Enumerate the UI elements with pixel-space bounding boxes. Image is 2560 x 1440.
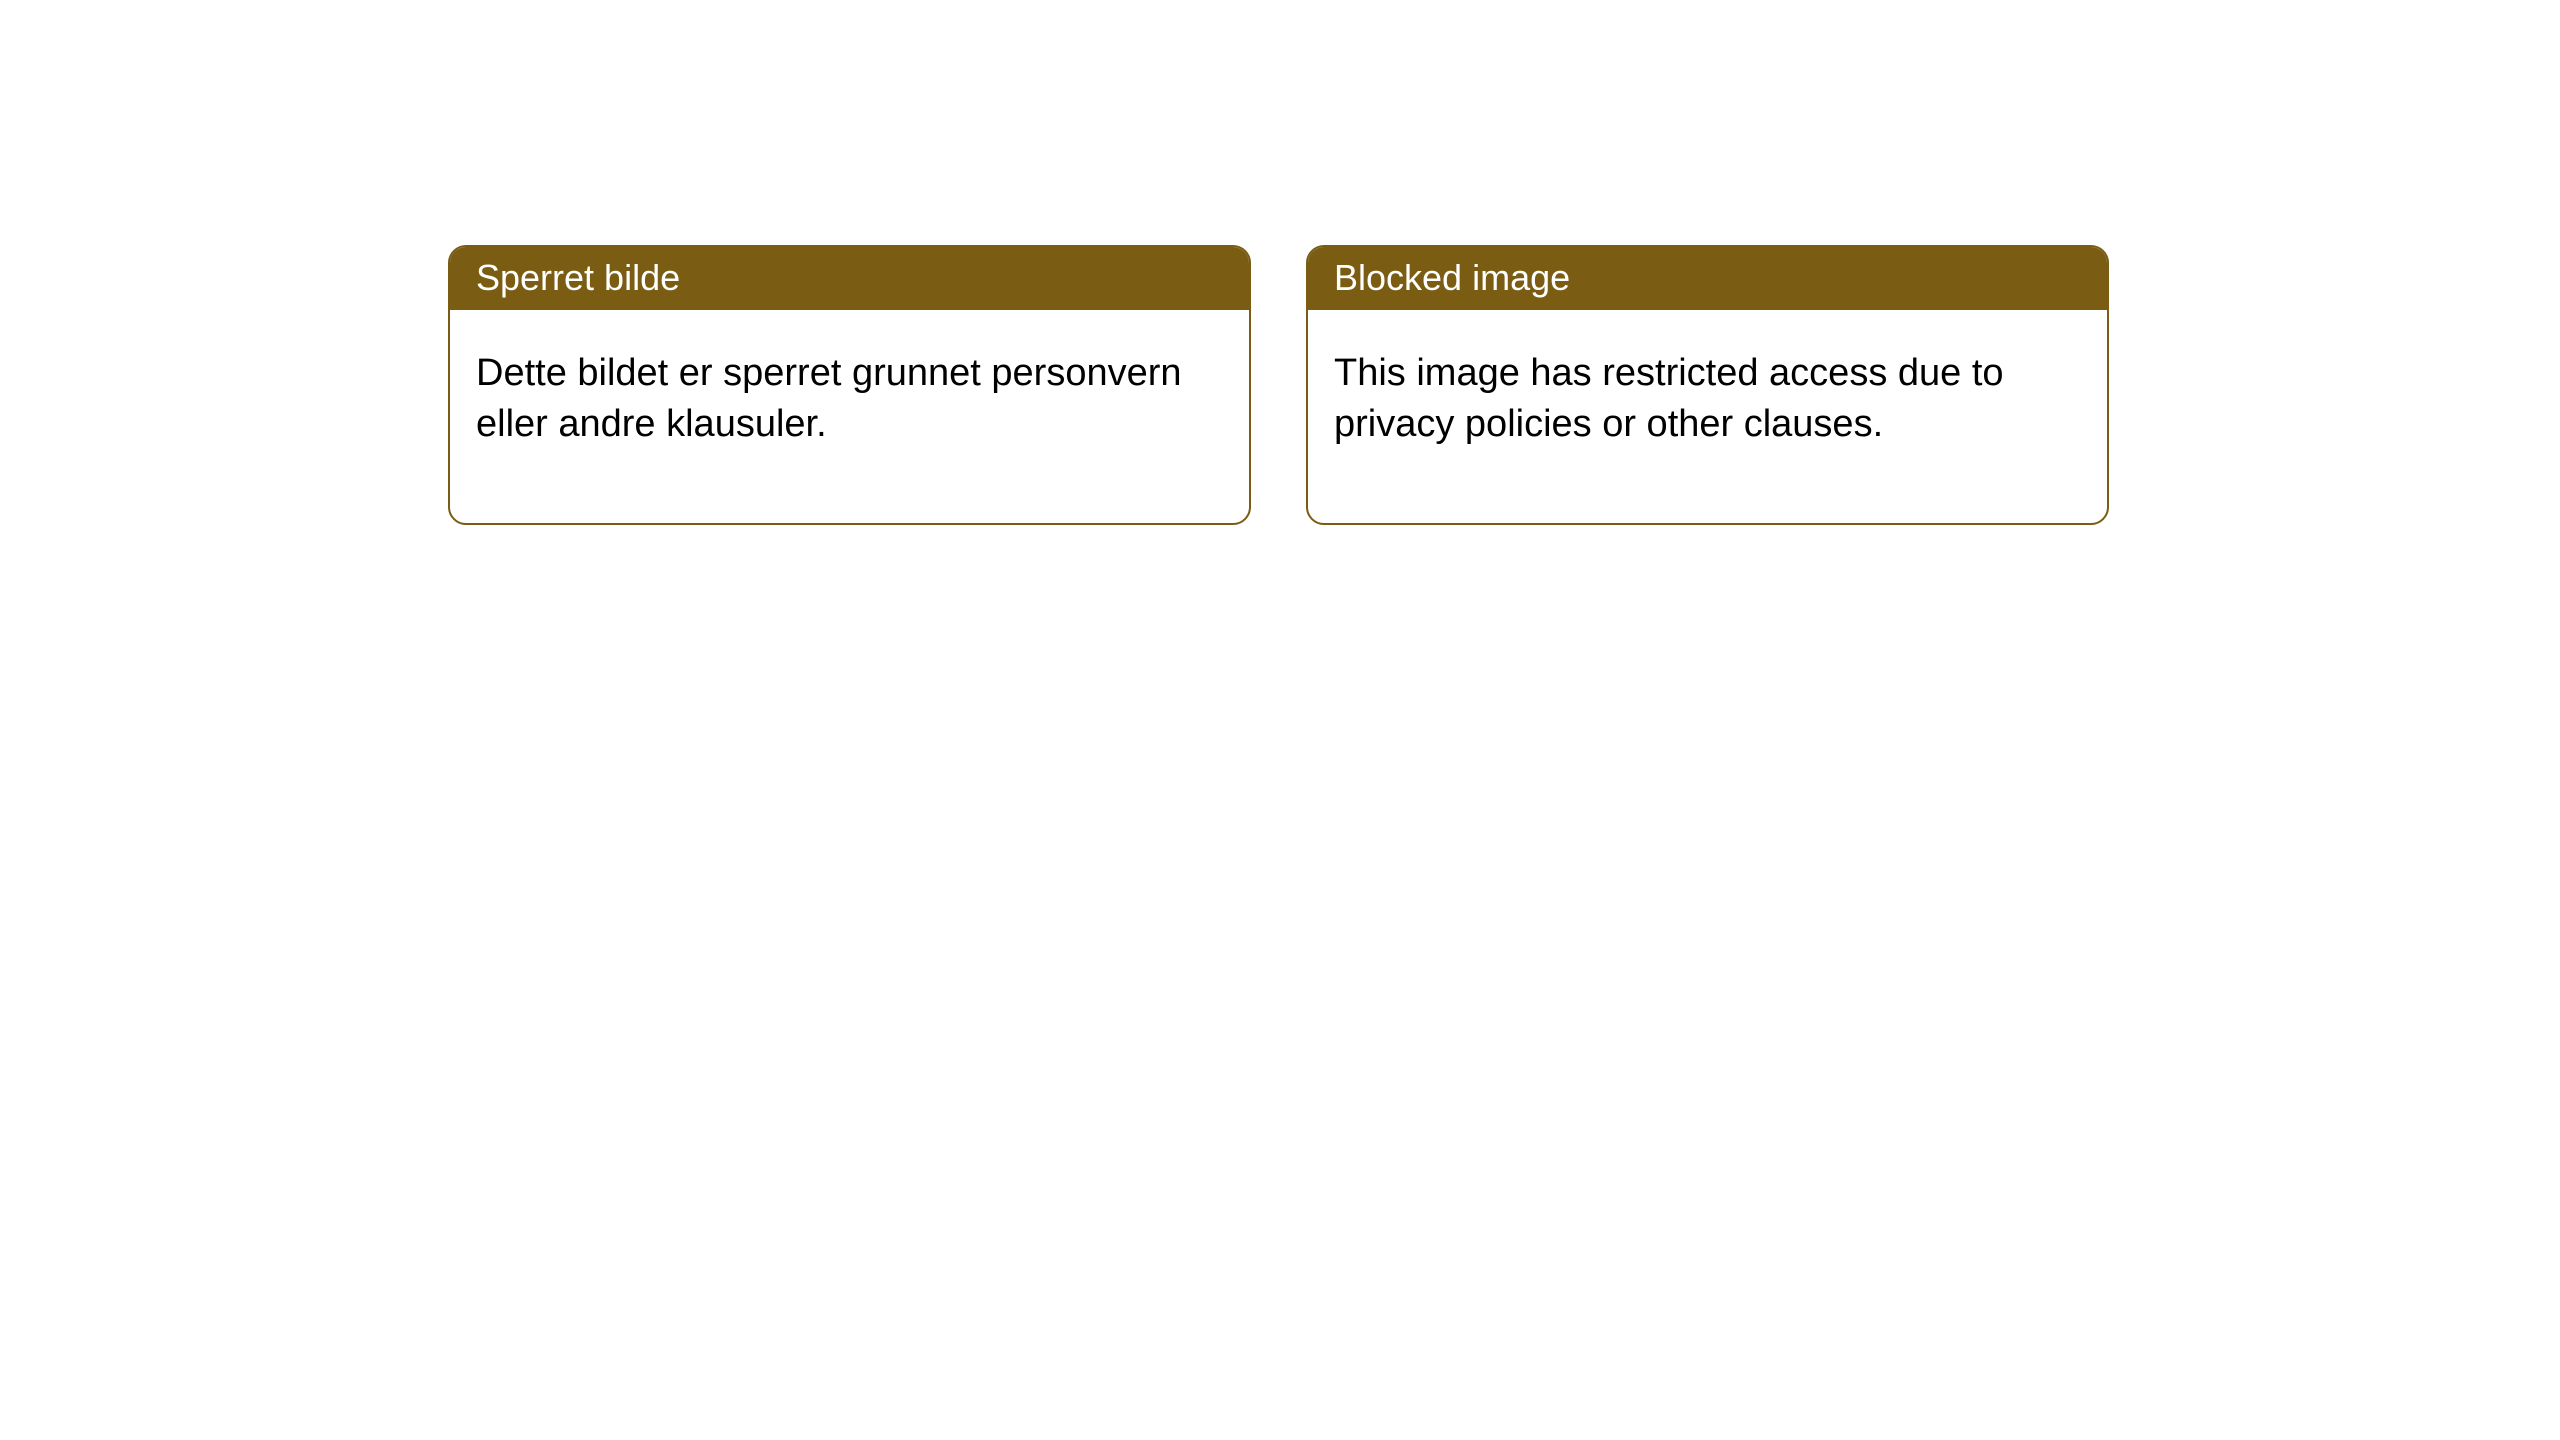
notice-title-english: Blocked image (1334, 257, 1570, 298)
notice-box-norwegian: Sperret bilde Dette bildet er sperret gr… (448, 245, 1251, 525)
notice-box-english: Blocked image This image has restricted … (1306, 245, 2109, 525)
notice-title-norwegian: Sperret bilde (476, 257, 680, 298)
notice-text-english: This image has restricted access due to … (1334, 352, 2004, 445)
notice-header-norwegian: Sperret bilde (450, 247, 1249, 310)
notice-container: Sperret bilde Dette bildet er sperret gr… (0, 0, 2560, 525)
notice-body-norwegian: Dette bildet er sperret grunnet personve… (450, 310, 1249, 523)
notice-header-english: Blocked image (1308, 247, 2107, 310)
notice-text-norwegian: Dette bildet er sperret grunnet personve… (476, 352, 1182, 445)
notice-body-english: This image has restricted access due to … (1308, 310, 2107, 523)
